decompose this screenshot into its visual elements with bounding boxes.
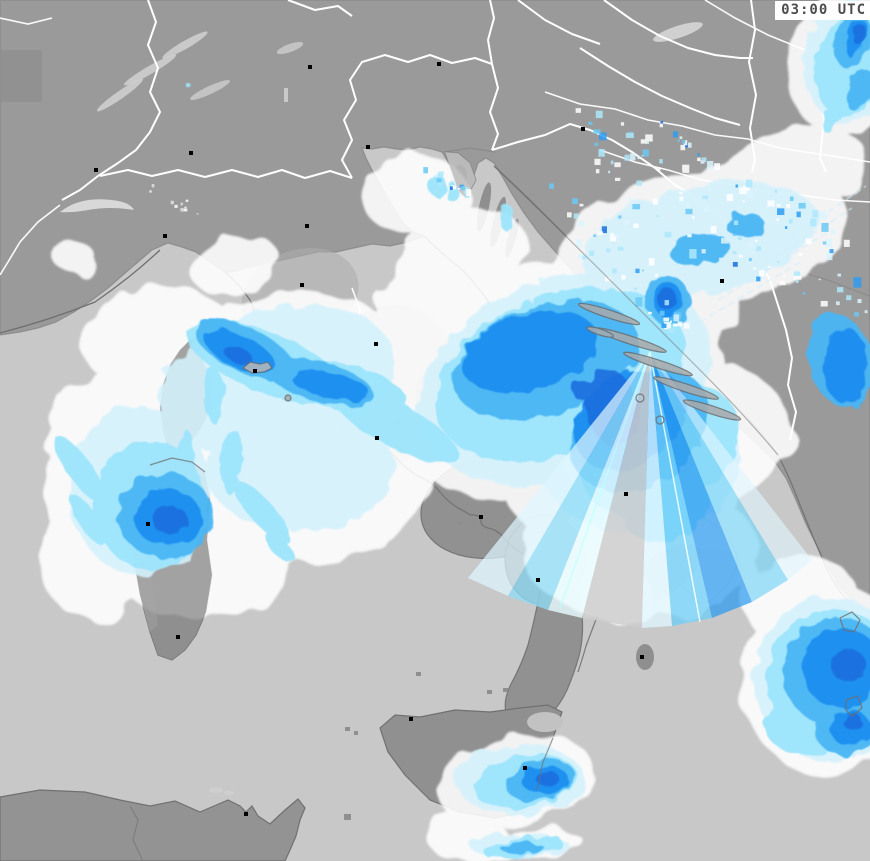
radar-beam-fan: [468, 185, 867, 628]
city-marker: [409, 717, 413, 721]
city-marker: [305, 224, 309, 228]
city-marker: [479, 515, 483, 519]
city-marker: [308, 65, 312, 69]
city-marker: [94, 168, 98, 172]
city-marker: [375, 436, 379, 440]
city-marker: [536, 578, 540, 582]
city-markers: [94, 62, 724, 816]
city-marker: [640, 655, 644, 659]
north-africa: [0, 789, 306, 861]
city-marker: [437, 62, 441, 66]
city-marker: [624, 492, 628, 496]
city-marker: [374, 342, 378, 346]
city-marker: [253, 369, 257, 373]
city-marker: [366, 145, 370, 149]
city-marker: [244, 812, 248, 816]
city-marker: [163, 234, 167, 238]
pantelleria: [344, 814, 351, 820]
city-marker: [146, 522, 150, 526]
algeria-tunisia-border: [129, 805, 144, 861]
city-marker: [300, 283, 304, 287]
city-marker: [581, 127, 585, 131]
dalmatian-islands: [149, 165, 863, 791]
city-marker: [189, 151, 193, 155]
city-marker: [176, 635, 180, 639]
city-marker: [523, 766, 527, 770]
city-marker: [720, 279, 724, 283]
scattered-shower-cells: [149, 108, 868, 334]
lakes: [60, 22, 703, 213]
timestamp-badge: 03:00 UTC: [775, 1, 870, 20]
